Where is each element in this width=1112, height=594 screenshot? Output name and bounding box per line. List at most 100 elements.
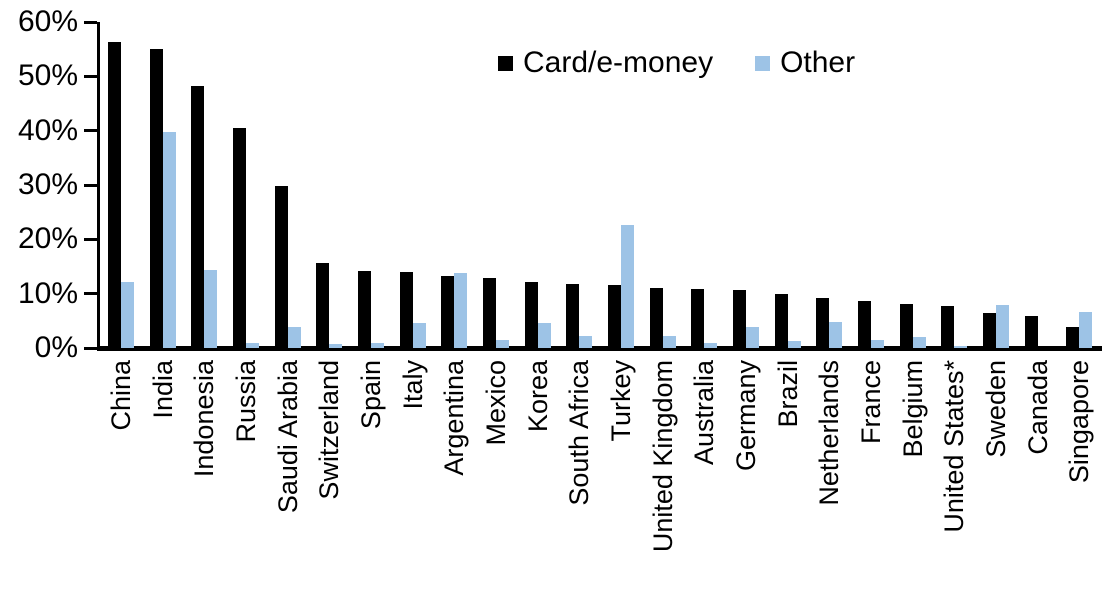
bar-group xyxy=(392,22,434,348)
bar-card-emoney xyxy=(232,127,246,348)
bar-card-emoney xyxy=(107,42,121,348)
bar-card-emoney xyxy=(274,185,288,348)
x-axis-category-label: Canada xyxy=(1017,356,1059,594)
x-axis-category-text: Sweden xyxy=(980,360,1011,458)
y-axis-tick-label: 0% xyxy=(34,331,78,364)
legend-swatch-other xyxy=(755,55,771,71)
bar-other xyxy=(579,335,593,348)
bar-other xyxy=(329,343,343,348)
x-axis-category-text: Canada xyxy=(1022,360,1053,455)
legend-swatch-card-emoney xyxy=(498,55,513,71)
legend-item-other: Other xyxy=(755,46,855,80)
x-axis-category-label: Switzerland xyxy=(308,356,350,594)
chart-area: Card/e-money Other 60% 50% 40% 30% 20% 10% 0% xyxy=(17,5,1102,364)
bar-card-emoney xyxy=(482,278,496,348)
bar-group xyxy=(975,22,1017,348)
bar-group xyxy=(267,22,309,348)
x-axis-category-label: United States* xyxy=(933,356,975,594)
bar-card-emoney xyxy=(149,48,163,348)
x-axis-category-text: Belgium xyxy=(897,360,928,458)
x-axis-category-text: Argentina xyxy=(439,360,470,476)
x-axis-category-text: Indonesia xyxy=(189,360,220,478)
legend-item-card-emoney: Card/e-money xyxy=(498,46,713,80)
bar-card-emoney xyxy=(857,301,871,348)
y-axis-tick-label: 10% xyxy=(17,276,78,310)
bar-other xyxy=(537,323,551,348)
x-axis-category-label: Italy xyxy=(392,356,434,594)
x-axis-category-label: Mexico xyxy=(475,356,517,594)
plot-area: Card/e-money Other xyxy=(84,20,1102,351)
x-axis-category-text: Switzerland xyxy=(314,360,345,500)
x-axis-category-text: United States* xyxy=(939,360,970,533)
x-axis-category-label: Australia xyxy=(683,356,725,594)
bar-card-emoney xyxy=(1066,327,1080,348)
bar-card-emoney xyxy=(649,288,663,348)
y-axis-line xyxy=(97,22,100,348)
bar-group xyxy=(558,22,600,348)
bar-group xyxy=(892,22,934,348)
x-axis-category-text: India xyxy=(147,360,178,419)
bar-card-emoney xyxy=(357,270,371,348)
x-axis-category-label: Korea xyxy=(517,356,559,594)
x-axis-category-label: Spain xyxy=(350,356,392,594)
x-axis-category-text: Italy xyxy=(397,360,428,410)
y-axis-tick-label: 60% xyxy=(17,5,78,38)
y-axis-tick-mark xyxy=(84,20,97,24)
x-axis-labels: China India Indonesia Russia Saudi Arabia Swi… xyxy=(100,356,1100,594)
y-axis-tick-mark xyxy=(84,74,97,78)
bar-other xyxy=(704,343,718,348)
bar-group xyxy=(725,22,767,348)
bar-group xyxy=(225,22,267,348)
x-axis-category-text: United Kingdom xyxy=(647,360,678,553)
bar-other xyxy=(204,269,218,348)
legend: Card/e-money Other xyxy=(498,46,855,80)
bar-group xyxy=(808,22,850,348)
bar-other xyxy=(829,321,843,348)
bar-group xyxy=(850,22,892,348)
bar-card-emoney xyxy=(607,284,621,348)
bar-card-emoney xyxy=(941,306,955,348)
x-axis-category-text: Russia xyxy=(230,360,261,443)
bar-card-emoney xyxy=(191,86,205,348)
bar-other xyxy=(620,225,634,348)
bar-group xyxy=(683,22,725,348)
bar-group xyxy=(642,22,684,348)
bar-card-emoney xyxy=(732,290,746,348)
bar-group xyxy=(183,22,225,348)
bar-other xyxy=(787,341,801,348)
x-axis-category-label: Singapore xyxy=(1058,356,1100,594)
x-axis-category-text: Australia xyxy=(689,360,720,466)
bar-other xyxy=(120,281,134,348)
x-axis-category-label: Saudi Arabia xyxy=(267,356,309,594)
bar-group xyxy=(433,22,475,348)
bar-group xyxy=(1058,22,1100,348)
x-axis-category-text: Brazil xyxy=(772,360,803,428)
bar-other xyxy=(870,339,884,348)
x-axis-category-label: Sweden xyxy=(975,356,1017,594)
y-axis-tick-label: 50% xyxy=(17,59,78,93)
x-axis-category-label: United Kingdom xyxy=(642,356,684,594)
bar-group xyxy=(100,22,142,348)
bar-other xyxy=(1079,311,1093,348)
bar-group xyxy=(600,22,642,348)
x-axis-category-label: South Africa xyxy=(558,356,600,594)
y-axis-tick-label: 40% xyxy=(17,113,78,147)
y-axis-tick-mark xyxy=(84,346,97,350)
bar-group xyxy=(350,22,392,348)
x-axis-category-label: India xyxy=(142,356,184,594)
y-axis-tick-label: 30% xyxy=(17,168,78,201)
x-axis-category-text: Saudi Arabia xyxy=(272,360,303,514)
bar-card-emoney xyxy=(899,304,913,348)
bar-card-emoney xyxy=(982,312,996,348)
bar-other xyxy=(287,326,301,348)
legend-label-other: Other xyxy=(780,46,856,79)
bar-card-emoney xyxy=(1024,315,1038,348)
bar-other xyxy=(454,273,468,348)
x-axis-line xyxy=(97,346,1102,351)
x-axis-category-text: Germany xyxy=(730,360,761,472)
x-axis-category-text: South Africa xyxy=(564,360,595,506)
bar-card-emoney xyxy=(774,294,788,348)
bar-group xyxy=(142,22,184,348)
bar-card-emoney xyxy=(816,298,830,348)
bar-card-emoney xyxy=(691,288,705,348)
